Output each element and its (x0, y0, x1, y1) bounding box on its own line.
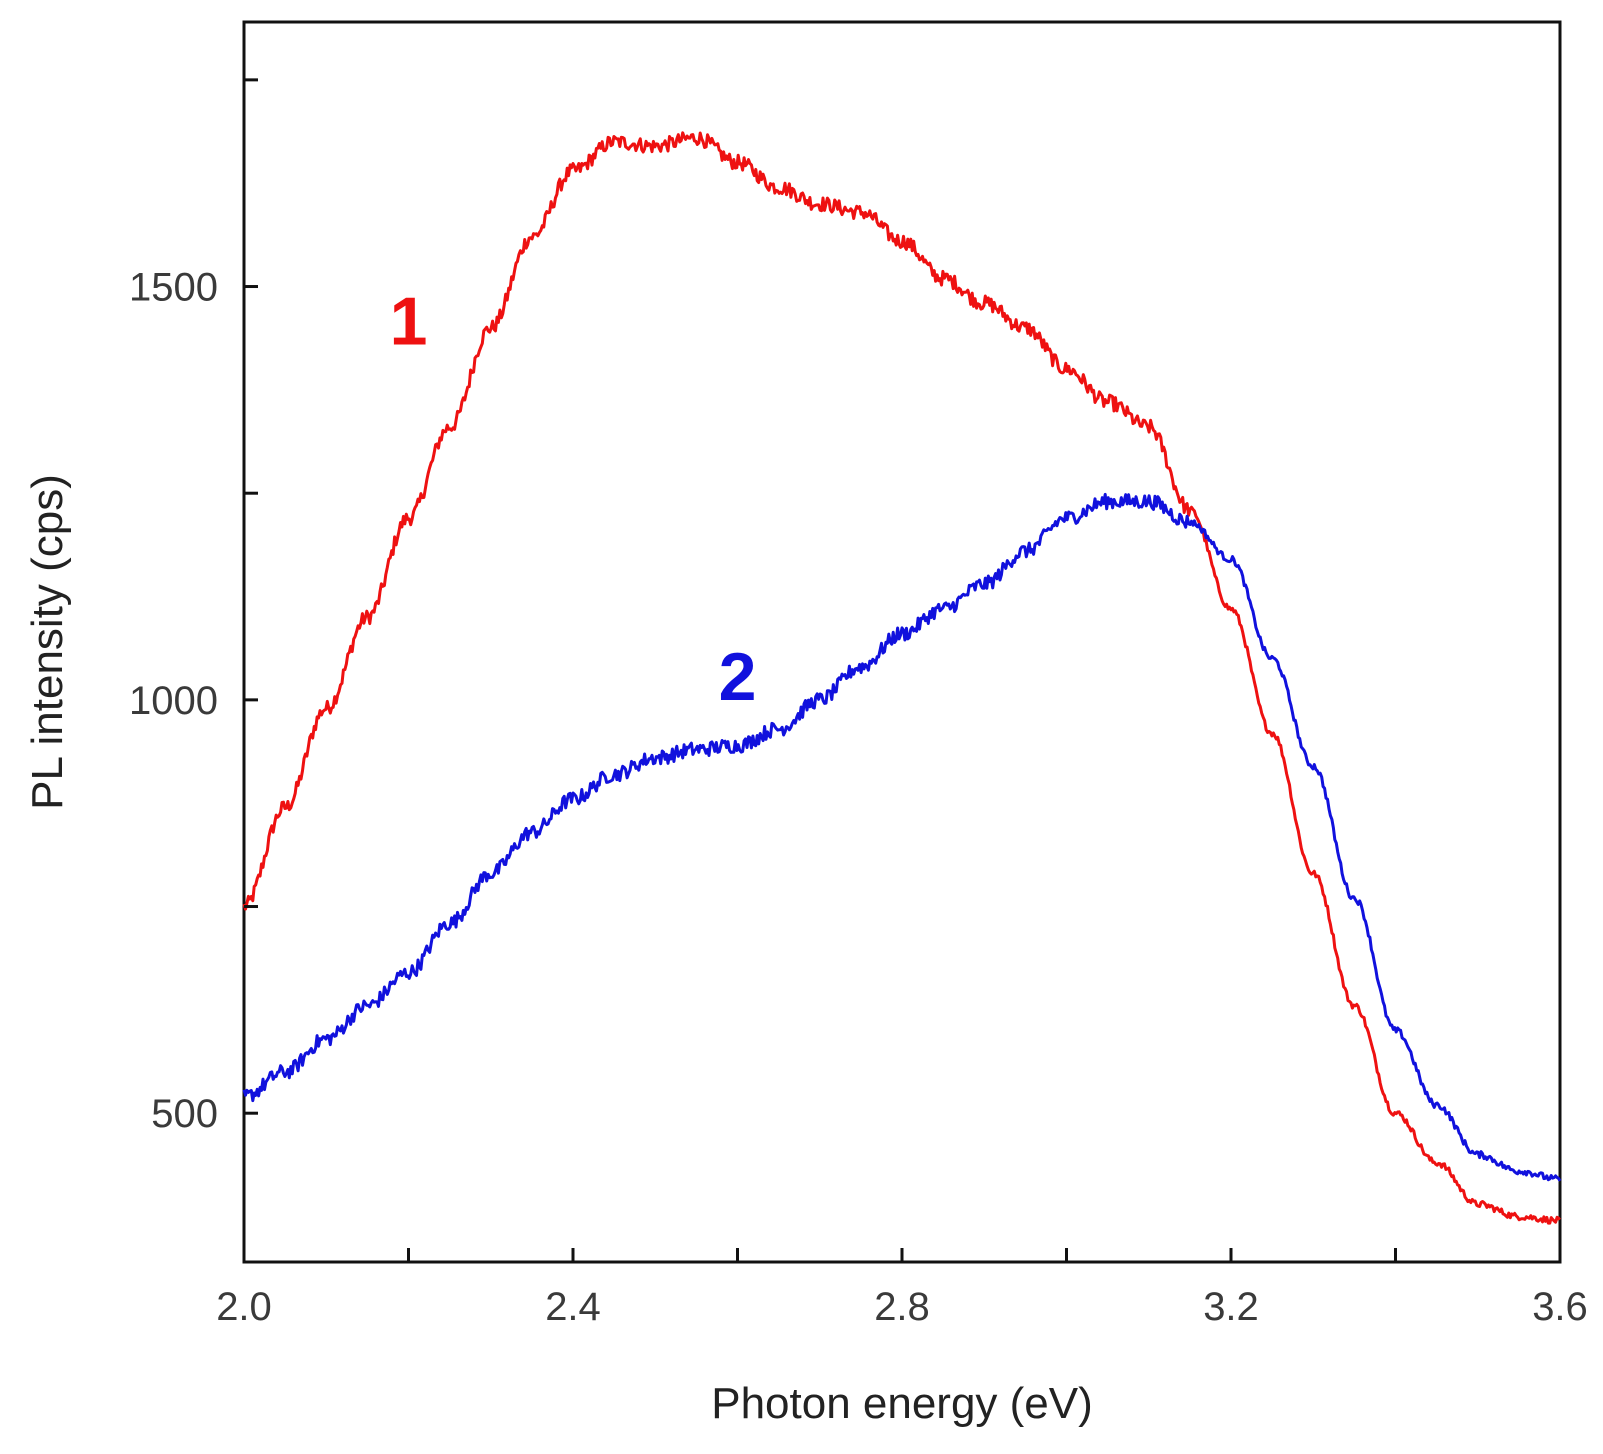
x-tick-label: 2.8 (874, 1285, 930, 1329)
x-tick-label: 3.6 (1532, 1285, 1588, 1329)
y-axis-title: PL intensity (cps) (23, 474, 72, 810)
x-tick-label: 2.0 (216, 1285, 272, 1329)
series-2-label: 2 (719, 639, 757, 715)
plot-frame (242, 20, 1562, 1264)
x-axis-title: Photon energy (eV) (711, 1379, 1093, 1428)
y-tick-label: 500 (151, 1092, 218, 1136)
series-1-line (242, 131, 1561, 1225)
series-1-label: 1 (390, 283, 428, 359)
x-tick-label: 3.2 (1203, 1285, 1259, 1329)
x-tick-label: 2.4 (545, 1285, 601, 1329)
y-tick-label: 1000 (129, 679, 218, 723)
series-2-line (242, 492, 1562, 1182)
y-tick-label: 1500 (129, 266, 218, 310)
